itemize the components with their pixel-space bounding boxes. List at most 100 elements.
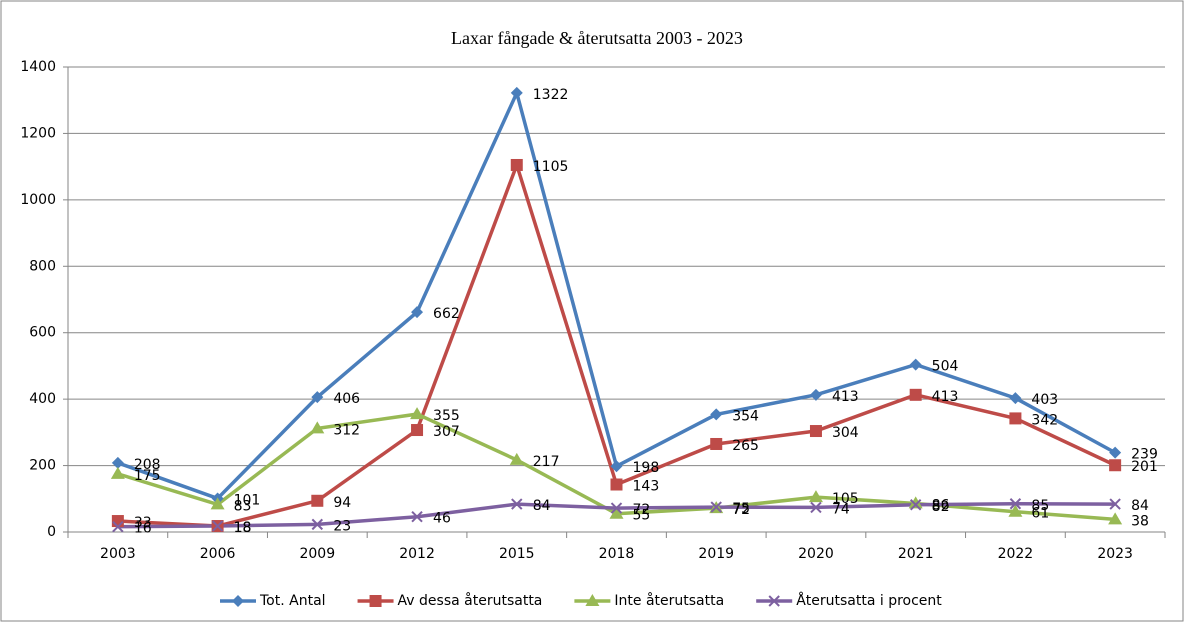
data-label: 105 [832, 491, 859, 507]
point [211, 520, 224, 532]
x-tick-label: 2022 [998, 546, 1034, 562]
point [110, 466, 125, 479]
data-label: 18 [234, 520, 252, 536]
y-tick-label: 0 [47, 524, 56, 540]
point [710, 408, 723, 421]
data-label: 46 [433, 511, 451, 527]
point [609, 506, 624, 519]
data-label: 265 [732, 438, 759, 454]
point [510, 86, 523, 99]
legend-marker [232, 595, 244, 607]
point [809, 388, 822, 401]
point [808, 490, 823, 503]
data-label: 307 [433, 424, 460, 440]
x-tick-label: 2009 [299, 546, 335, 562]
point [310, 421, 325, 434]
x-tick-label: 2003 [100, 546, 136, 562]
point [1009, 392, 1022, 405]
data-label: 84 [533, 498, 551, 514]
x-tick-label: 2019 [698, 546, 734, 562]
data-label: 413 [932, 389, 959, 405]
data-label: 406 [333, 391, 360, 407]
point [810, 501, 822, 514]
point [311, 391, 324, 404]
data-label: 239 [1131, 447, 1158, 463]
legend-marker [369, 595, 382, 607]
legend-item: Av dessa återutsatta [357, 592, 543, 609]
y-tick-label: 800 [29, 258, 56, 274]
x-tick-label: 2021 [898, 546, 934, 562]
point [111, 456, 124, 469]
point [908, 496, 923, 509]
point [1009, 412, 1022, 425]
point [509, 452, 524, 465]
legend-label: Inte återutsatta [614, 592, 724, 609]
point [710, 437, 723, 450]
y-tick-label: 400 [29, 391, 56, 407]
y-tick-label: 1200 [20, 125, 56, 141]
data-label: 23 [333, 518, 351, 534]
point [311, 518, 324, 531]
y-tick-label: 1000 [20, 192, 56, 208]
point [1108, 512, 1123, 525]
point [909, 388, 922, 401]
chart-title: Laxar fångade & återutsatta 2003 - 2023 [451, 28, 743, 48]
x-tick-label: 2023 [1097, 546, 1133, 562]
legend-item: Återutsatta i procent [756, 592, 942, 609]
data-label: 16 [134, 521, 152, 537]
data-label: 217 [533, 454, 560, 470]
data-label: 18 [234, 520, 252, 536]
point [411, 306, 424, 319]
data-label: 504 [932, 359, 959, 375]
point [710, 501, 722, 513]
data-label: 33 [134, 515, 152, 531]
point [1109, 446, 1122, 459]
point [610, 502, 623, 514]
point [411, 424, 424, 437]
legend-label: Av dessa återutsatta [398, 592, 543, 609]
y-tick-label: 200 [29, 458, 56, 474]
point [411, 511, 423, 523]
point [511, 498, 523, 510]
point [1109, 459, 1122, 472]
point [610, 460, 623, 473]
data-label: 101 [234, 492, 261, 508]
data-label: 208 [134, 457, 161, 473]
data-label: 85 [1031, 498, 1049, 514]
legend-marker [585, 594, 600, 606]
point [111, 515, 124, 528]
data-label: 312 [333, 422, 360, 438]
legend-label: Återutsatta i procent [796, 592, 942, 609]
x-tick-label: 2020 [798, 546, 834, 562]
data-label: 94 [333, 495, 351, 511]
data-label: 662 [433, 306, 460, 322]
data-label: 413 [832, 389, 859, 405]
y-tick-label: 1400 [20, 59, 56, 75]
data-label: 1322 [533, 87, 569, 103]
point [610, 478, 623, 491]
point [410, 407, 425, 420]
point [909, 358, 922, 371]
legend-item: Inte återutsatta [574, 592, 724, 609]
data-label: 38 [1131, 513, 1149, 529]
data-label: 72 [732, 502, 750, 518]
y-tick-label: 600 [29, 325, 56, 341]
point [311, 494, 324, 507]
data-label: 83 [234, 498, 252, 514]
point [1008, 504, 1023, 517]
x-tick-label: 2006 [200, 546, 236, 562]
x-tick-label: 2018 [599, 546, 635, 562]
data-label: 403 [1031, 392, 1058, 408]
data-label: 82 [932, 499, 950, 515]
point [210, 497, 225, 510]
data-label: 143 [633, 479, 660, 495]
point [1009, 498, 1022, 510]
data-label: 84 [1131, 498, 1149, 514]
data-label: 175 [134, 468, 161, 484]
legend-marker [768, 595, 780, 607]
data-label: 304 [832, 425, 859, 441]
data-label: 61 [1031, 506, 1049, 522]
point [510, 158, 523, 171]
